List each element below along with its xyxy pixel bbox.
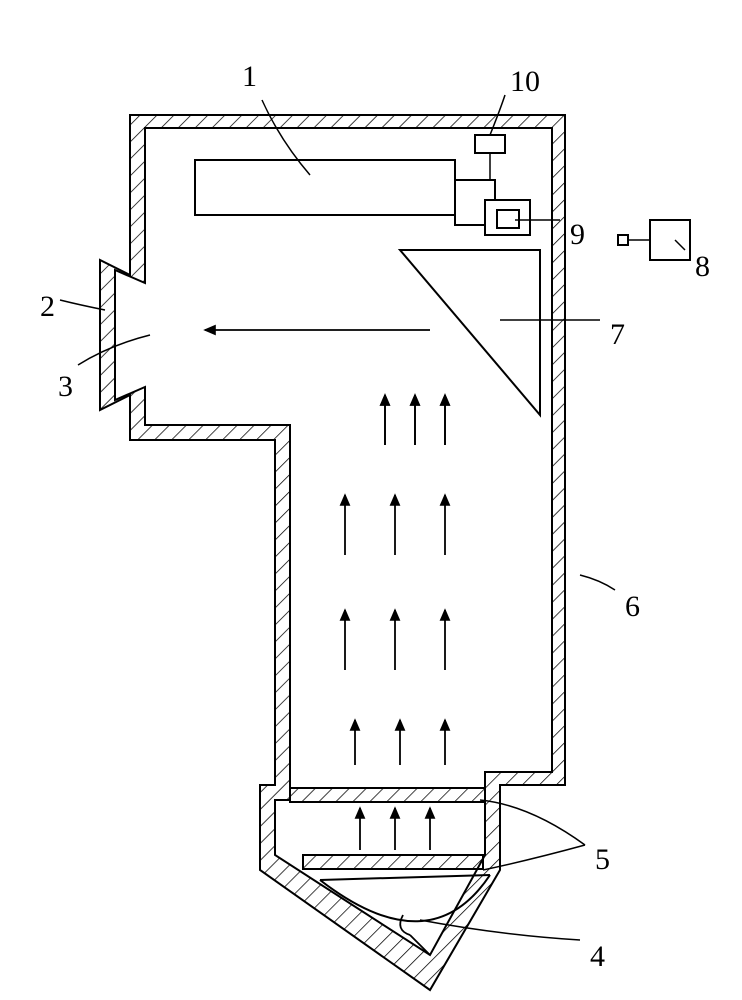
component-5-lower bbox=[303, 855, 483, 869]
schematic-diagram bbox=[0, 0, 742, 1000]
component-9 bbox=[497, 210, 519, 228]
callout-8: 8 bbox=[695, 250, 710, 284]
component-8 bbox=[650, 220, 690, 260]
callout-1: 1 bbox=[242, 60, 257, 94]
callout-6: 6 bbox=[625, 590, 640, 624]
callout-5: 5 bbox=[595, 843, 610, 877]
callout-9: 9 bbox=[570, 218, 585, 252]
callout-3: 3 bbox=[58, 370, 73, 404]
component-5-upper bbox=[290, 788, 485, 802]
callout-10: 10 bbox=[510, 65, 540, 99]
component-10 bbox=[475, 135, 505, 153]
callout-4: 4 bbox=[590, 940, 605, 974]
leader-l6 bbox=[580, 575, 615, 590]
callout-7: 7 bbox=[610, 318, 625, 352]
callout-2: 2 bbox=[40, 290, 55, 324]
leader-l2 bbox=[60, 300, 105, 310]
component-1 bbox=[195, 160, 455, 215]
component-8-sensor bbox=[618, 235, 628, 245]
